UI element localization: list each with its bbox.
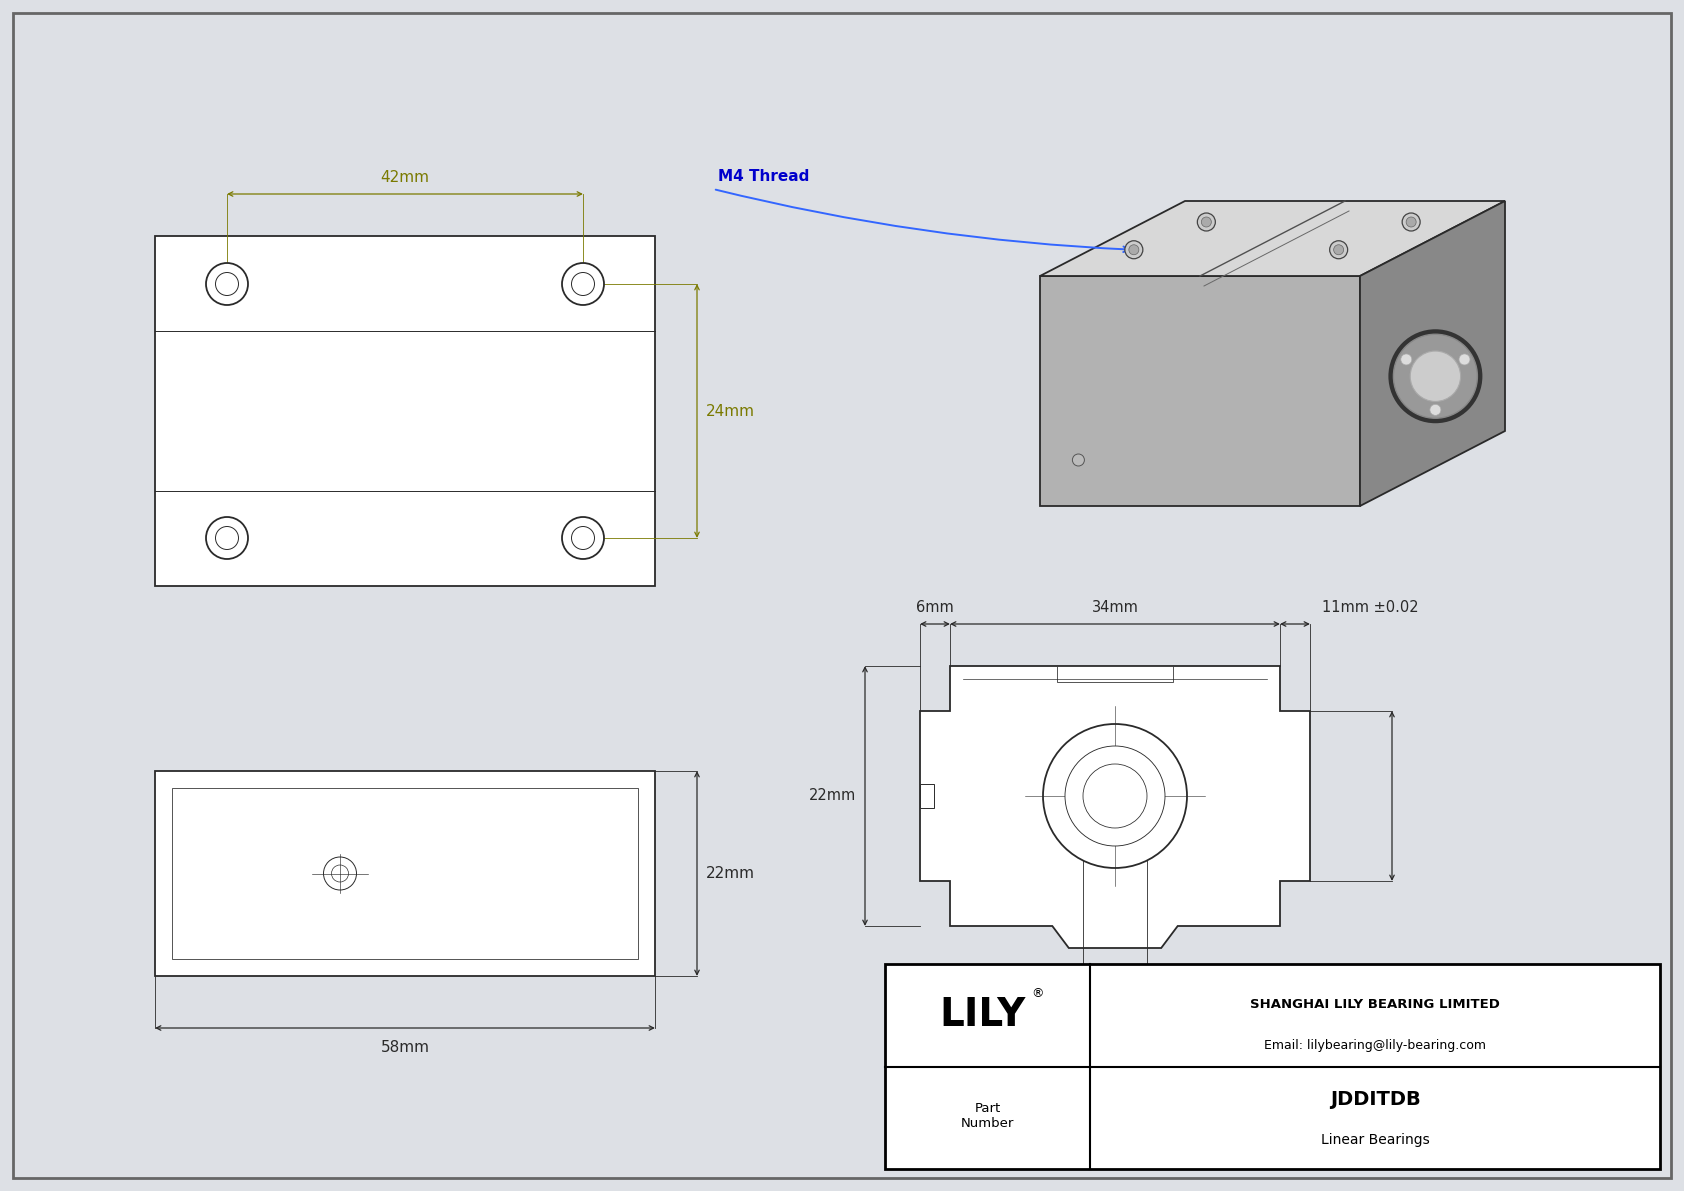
Text: 58mm: 58mm xyxy=(381,1040,429,1055)
Circle shape xyxy=(1393,335,1477,418)
Text: 24mm: 24mm xyxy=(706,404,754,418)
Circle shape xyxy=(1458,354,1470,364)
Circle shape xyxy=(1334,244,1344,255)
Circle shape xyxy=(562,517,605,559)
Text: 6mm: 6mm xyxy=(916,600,953,615)
Polygon shape xyxy=(1361,201,1505,506)
Bar xyxy=(155,771,655,975)
Polygon shape xyxy=(1041,276,1361,506)
Circle shape xyxy=(571,526,594,549)
Circle shape xyxy=(1410,351,1460,401)
Text: 34mm: 34mm xyxy=(1091,600,1138,615)
Circle shape xyxy=(205,517,248,559)
Circle shape xyxy=(1083,763,1147,828)
Text: Email: lilybearing@lily-bearing.com: Email: lilybearing@lily-bearing.com xyxy=(1265,1040,1487,1053)
Circle shape xyxy=(562,263,605,305)
Circle shape xyxy=(1406,217,1416,227)
Circle shape xyxy=(1403,213,1420,231)
Bar xyxy=(886,964,1660,1170)
Text: ®: ® xyxy=(1031,987,1044,999)
Text: Part
Number: Part Number xyxy=(962,1102,1014,1130)
Circle shape xyxy=(1330,241,1347,258)
Bar xyxy=(155,236,655,586)
Circle shape xyxy=(1197,213,1216,231)
Circle shape xyxy=(1201,217,1211,227)
Bar xyxy=(919,784,935,807)
Circle shape xyxy=(1128,244,1138,255)
Text: 11mm ±0.02: 11mm ±0.02 xyxy=(1322,600,1418,615)
Bar xyxy=(1058,666,1172,682)
Text: 22mm: 22mm xyxy=(706,866,754,881)
Text: Linear Bearings: Linear Bearings xyxy=(1320,1134,1430,1147)
Bar xyxy=(172,788,638,959)
Circle shape xyxy=(1125,241,1143,258)
Text: JDDITDB: JDDITDB xyxy=(1330,1090,1421,1109)
Circle shape xyxy=(1042,724,1187,868)
Circle shape xyxy=(323,858,357,890)
Text: 22mm: 22mm xyxy=(808,788,855,804)
Text: 42mm: 42mm xyxy=(381,170,429,185)
Polygon shape xyxy=(919,666,1310,948)
Polygon shape xyxy=(1041,201,1505,276)
Text: SHANGHAI LILY BEARING LIMITED: SHANGHAI LILY BEARING LIMITED xyxy=(1250,998,1500,1011)
Circle shape xyxy=(1064,746,1165,846)
Text: LILY: LILY xyxy=(940,996,1026,1034)
Text: Ø8mm: Ø8mm xyxy=(1022,983,1071,998)
Circle shape xyxy=(1388,329,1482,423)
Circle shape xyxy=(216,273,239,295)
Text: M4 Thread: M4 Thread xyxy=(717,169,810,183)
Circle shape xyxy=(332,865,349,883)
Circle shape xyxy=(1073,454,1084,466)
Circle shape xyxy=(205,263,248,305)
Circle shape xyxy=(1401,354,1411,364)
Circle shape xyxy=(216,526,239,549)
Circle shape xyxy=(1430,405,1442,416)
Circle shape xyxy=(571,273,594,295)
